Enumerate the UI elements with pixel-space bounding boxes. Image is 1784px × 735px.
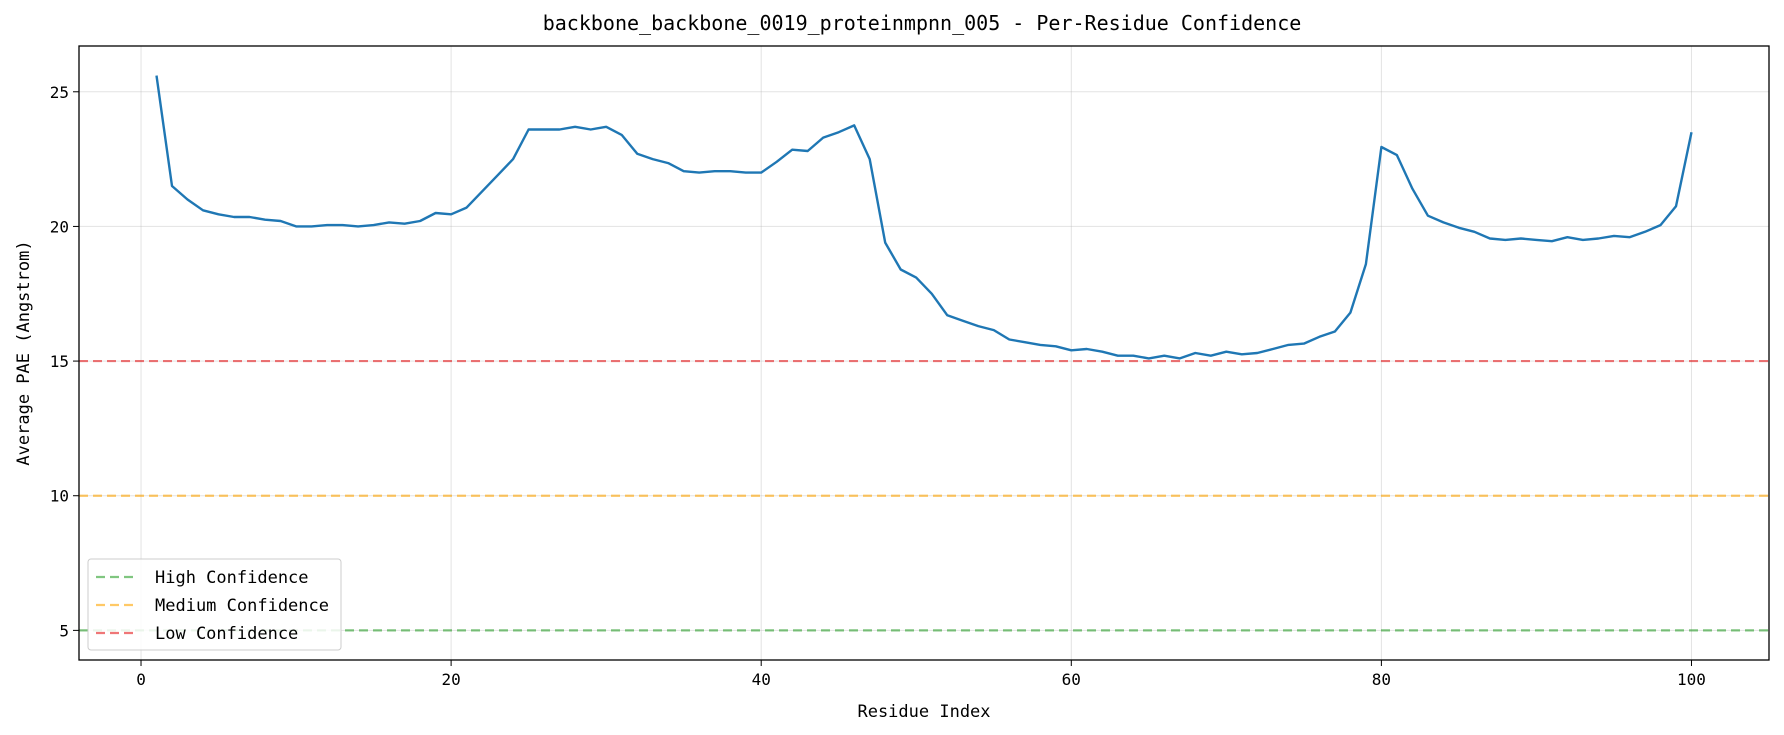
reference-lines bbox=[79, 359, 1769, 632]
legend-label: High Confidence bbox=[155, 568, 309, 588]
x-tick-label: 20 bbox=[441, 670, 460, 689]
plot-frame bbox=[78, 45, 1770, 661]
x-axis-label: Residue Index bbox=[857, 702, 990, 722]
y-tick-label: 5 bbox=[59, 621, 69, 640]
x-axis-ticks: 0 20 40 60 80 100 bbox=[136, 660, 1706, 689]
y-tick-label: 20 bbox=[50, 217, 69, 236]
pae-series-line bbox=[155, 75, 1693, 360]
x-tick-label: 0 bbox=[136, 670, 146, 689]
y-tick-label: 10 bbox=[50, 487, 69, 506]
x-tick-label: 40 bbox=[752, 670, 771, 689]
y-axis-label: Average PAE (Angstrom) bbox=[14, 240, 34, 465]
legend-box bbox=[87, 558, 342, 651]
x-tick-label: 80 bbox=[1372, 670, 1391, 689]
y-tick-label: 25 bbox=[50, 83, 69, 102]
chart-title: backbone_backbone_0019_proteinmpnn_005 -… bbox=[543, 11, 1302, 35]
series-group bbox=[155, 75, 1693, 360]
y-tick-label: 15 bbox=[50, 352, 69, 371]
y-axis-ticks: 5 10 15 20 25 bbox=[50, 83, 79, 640]
legend: High Confidence Medium Confidence Low Conf… bbox=[87, 558, 342, 651]
x-tick-label: 60 bbox=[1062, 670, 1081, 689]
legend-label: Low Confidence bbox=[155, 624, 298, 644]
x-tick-label: 100 bbox=[1677, 670, 1706, 689]
legend-label: Medium Confidence bbox=[155, 596, 329, 616]
